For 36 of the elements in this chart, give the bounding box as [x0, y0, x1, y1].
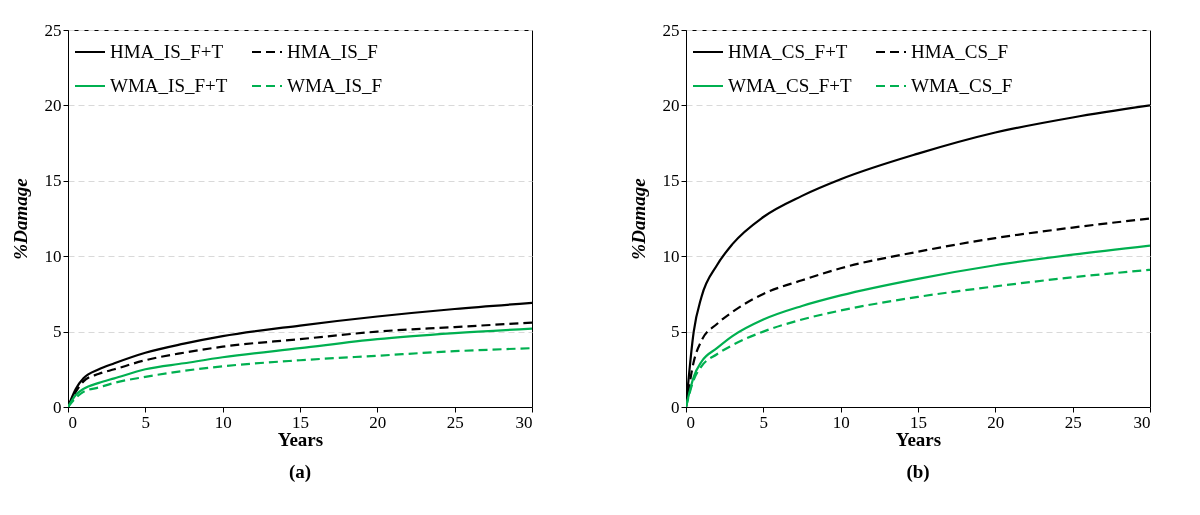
y-axis-title: %Damage — [627, 177, 649, 260]
x-tick-label: 0 — [68, 412, 77, 432]
x-tick-label: 25 — [446, 412, 464, 432]
x-tick-label: 30 — [1133, 412, 1151, 432]
legend-label: HMA_IS_F+T — [110, 41, 224, 62]
x-tick-label: 20 — [369, 412, 387, 432]
y-tick-label: 20 — [44, 95, 62, 115]
x-tick-label: 5 — [141, 412, 151, 432]
x-tick-label: 30 — [515, 412, 533, 432]
legend-label: WMA_IS_F — [287, 75, 383, 96]
text: (b) — [906, 461, 930, 483]
x-tick-label: 20 — [987, 412, 1005, 432]
y-tick-label: 15 — [44, 171, 62, 191]
legend-label: HMA_CS_F+T — [728, 41, 848, 62]
y-tick-label: 25 — [44, 20, 62, 40]
y-tick-label: 10 — [662, 246, 680, 266]
legend-label: WMA_CS_F — [911, 75, 1013, 96]
x-tick-label: 10 — [214, 412, 232, 432]
y-axis-title: %Damage — [9, 177, 31, 260]
legend-label: WMA_CS_F+T — [728, 75, 853, 96]
y-tick-label: 0 — [53, 397, 62, 417]
legend-label: HMA_IS_F — [287, 41, 378, 62]
y-tick-label: 5 — [53, 322, 62, 342]
y-tick-label: 5 — [671, 322, 680, 342]
y-tick-label: 20 — [662, 95, 680, 115]
text: (a) — [288, 461, 312, 483]
y-tick-label: 15 — [662, 171, 680, 191]
y-tick-label: 10 — [44, 246, 62, 266]
x-tick-label: 10 — [832, 412, 850, 432]
y-tick-label: 25 — [662, 20, 680, 40]
x-tick-label: 5 — [759, 412, 769, 432]
legend-label: HMA_CS_F — [911, 41, 1009, 62]
legend-label: WMA_IS_F+T — [110, 75, 228, 96]
x-tick-label: 0 — [686, 412, 695, 432]
x-tick-label: 25 — [1064, 412, 1082, 432]
y-tick-label: 0 — [671, 397, 680, 417]
